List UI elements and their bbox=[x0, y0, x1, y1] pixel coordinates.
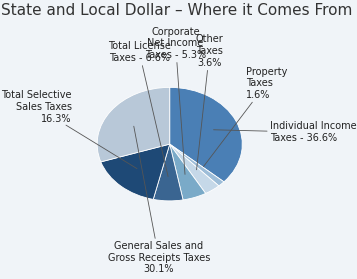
Wedge shape bbox=[153, 144, 183, 201]
Wedge shape bbox=[170, 144, 219, 193]
Text: Property
Taxes
1.6%: Property Taxes 1.6% bbox=[203, 67, 287, 167]
Wedge shape bbox=[170, 144, 224, 186]
Wedge shape bbox=[170, 87, 242, 182]
Wedge shape bbox=[170, 144, 206, 200]
Text: Other
Taxes
3.6%: Other Taxes 3.6% bbox=[196, 35, 223, 170]
Text: Individual Income
Taxes - 36.6%: Individual Income Taxes - 36.6% bbox=[213, 121, 356, 143]
Wedge shape bbox=[101, 144, 170, 199]
Text: Total Selective
Sales Taxes
16.3%: Total Selective Sales Taxes 16.3% bbox=[1, 90, 137, 169]
Title: State and Local Dollar – Where it Comes From: State and Local Dollar – Where it Comes … bbox=[1, 3, 353, 18]
Text: General Sales and
Gross Receipts Taxes
30.1%: General Sales and Gross Receipts Taxes 3… bbox=[108, 126, 210, 274]
Text: Total License
Taxes - 6.6%: Total License Taxes - 6.6% bbox=[108, 41, 171, 177]
Wedge shape bbox=[97, 87, 170, 162]
Text: Corporate
Net Income
Taxes - 5.3%: Corporate Net Income Taxes - 5.3% bbox=[145, 27, 206, 174]
